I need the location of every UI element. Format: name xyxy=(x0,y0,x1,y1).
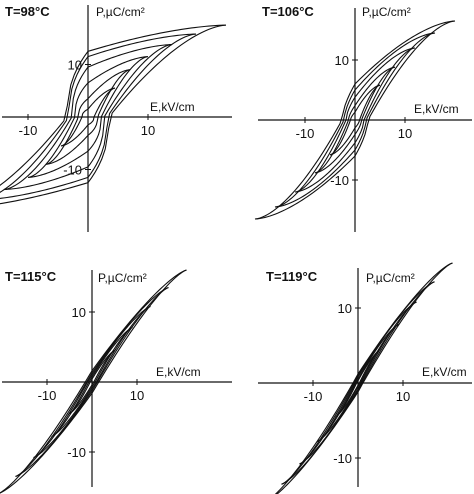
hysteresis-loop-lower xyxy=(314,66,396,174)
x-tick-label: -10 xyxy=(19,123,38,138)
hysteresis-loop-lower xyxy=(254,20,456,220)
hysteresis-loop-lower xyxy=(69,350,115,415)
hysteresis-loop-lower xyxy=(329,84,381,156)
hysteresis-loop-lower xyxy=(3,44,173,190)
hysteresis-loop-upper xyxy=(0,24,227,186)
y-tick-label: -10 xyxy=(67,445,86,460)
hysteresis-loop-upper xyxy=(314,66,396,174)
hysteresis-loop-lower xyxy=(60,87,116,147)
hysteresis-panel: -10 10 10 -10 T=115°C P,µC/cm² E,kV/cm xyxy=(0,269,232,494)
y-tick-label: -10 xyxy=(330,173,349,188)
hysteresis-loop-lower xyxy=(51,326,133,438)
hysteresis-loop-upper xyxy=(274,32,436,208)
x-axis-label: E,kV/cm xyxy=(150,100,195,114)
x-tick-label: 10 xyxy=(398,126,412,141)
hysteresis-loop-upper xyxy=(254,20,456,220)
x-tick-label: 10 xyxy=(141,123,155,138)
hysteresis-loop-upper xyxy=(329,84,381,156)
x-axis-label: E,kV/cm xyxy=(414,102,459,116)
hysteresis-panel: -10 10 10 -10 T=106°C P,µC/cm² E,kV/cm xyxy=(254,4,472,232)
y-tick-label: 10 xyxy=(72,305,86,320)
hysteresis-loop-lower xyxy=(0,33,197,199)
x-axis-label: E,kV/cm xyxy=(422,365,467,379)
hysteresis-loop-upper xyxy=(317,323,399,442)
hysteresis-loop-lower xyxy=(0,269,187,494)
x-tick-label: -10 xyxy=(38,388,57,403)
hysteresis-loop-upper xyxy=(299,301,417,465)
hysteresis-loop-lower xyxy=(274,32,436,208)
x-tick-label: -10 xyxy=(296,126,315,141)
y-axis-label: P,µC/cm² xyxy=(98,271,147,285)
y-axis-label: P,µC/cm² xyxy=(366,271,415,285)
hysteresis-loop-upper xyxy=(45,69,131,165)
hysteresis-loop-lower xyxy=(0,24,227,205)
temperature-label: T=119°C xyxy=(266,269,318,284)
y-tick-label: -10 xyxy=(63,163,82,178)
hysteresis-loop-upper xyxy=(3,44,173,190)
y-axis-label: P,µC/cm² xyxy=(96,5,145,19)
hysteresis-loop-lower xyxy=(294,47,416,193)
hysteresis-panel: -10 10 10 -10 T=119°C P,µC/cm² E,kV/cm xyxy=(258,262,472,494)
y-tick-label: -10 xyxy=(333,451,352,466)
hysteresis-loop-upper xyxy=(33,305,151,459)
hysteresis-loop-upper xyxy=(60,87,116,147)
y-axis-label: P,µC/cm² xyxy=(362,5,411,19)
hysteresis-loop-lower xyxy=(27,56,149,178)
x-tick-label: -10 xyxy=(304,389,323,404)
y-tick-label: 10 xyxy=(338,301,352,316)
temperature-label: T=106°C xyxy=(262,4,314,19)
temperature-label: T=98°C xyxy=(5,4,50,19)
temperature-label: T=115°C xyxy=(5,269,57,284)
x-axis-label: E,kV/cm xyxy=(156,365,201,379)
x-tick-label: 10 xyxy=(130,388,144,403)
hysteresis-loop-upper xyxy=(294,47,416,193)
hysteresis-loop-lower xyxy=(335,348,381,418)
hysteresis-loop-lower xyxy=(33,305,151,459)
hysteresis-loop-upper xyxy=(335,348,381,418)
hysteresis-loop-lower xyxy=(299,301,417,465)
y-tick-label: 10 xyxy=(68,58,82,73)
hysteresis-loop-upper xyxy=(27,56,149,178)
hysteresis-loop-lower xyxy=(45,69,131,165)
x-tick-label: 10 xyxy=(396,389,410,404)
hysteresis-loop-upper xyxy=(0,33,197,193)
hysteresis-panel: -10 10 10 -10 T=98°C P,µC/cm² E,kV/cm xyxy=(0,4,232,232)
hysteresis-loop-upper xyxy=(69,349,115,414)
hysteresis-loop-lower xyxy=(317,324,399,443)
y-tick-label: 10 xyxy=(335,53,349,68)
hysteresis-loop-upper xyxy=(51,326,133,438)
hysteresis-loop-upper xyxy=(0,269,187,494)
